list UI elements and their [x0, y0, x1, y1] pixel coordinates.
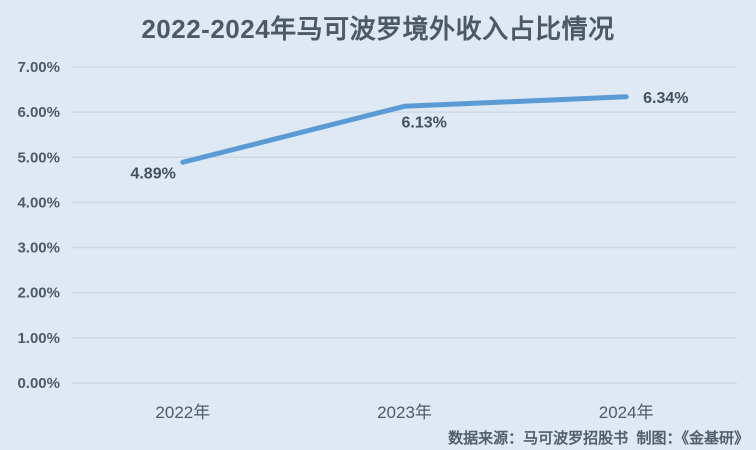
y-axis-tick-label: 2.00% [17, 285, 60, 302]
y-axis-tick-label: 5.00% [17, 149, 60, 166]
y-axis-tick-label: 4.00% [17, 194, 60, 211]
data-label: 4.89% [130, 165, 175, 182]
y-axis-tick-label: 3.00% [17, 240, 60, 257]
data-label: 6.13% [402, 114, 447, 131]
source-note: 数据来源：马可波罗招股书 制图：《金基研》 [448, 430, 749, 447]
y-axis-tick-label: 6.00% [17, 104, 60, 121]
x-axis-tick-label: 2024年 [599, 403, 654, 422]
y-axis-tick-label: 0.00% [17, 375, 60, 392]
data-label: 6.34% [643, 90, 688, 107]
x-axis-tick-label: 2022年 [155, 403, 210, 422]
series-line [180, 94, 629, 165]
x-axis-tick-label: 2023年 [377, 403, 432, 422]
y-axis-tick-label: 1.00% [17, 330, 60, 347]
chart-title: 2022-2024年马可波罗境外收入占比情况 [141, 14, 615, 44]
y-axis-tick-label: 7.00% [17, 59, 60, 76]
